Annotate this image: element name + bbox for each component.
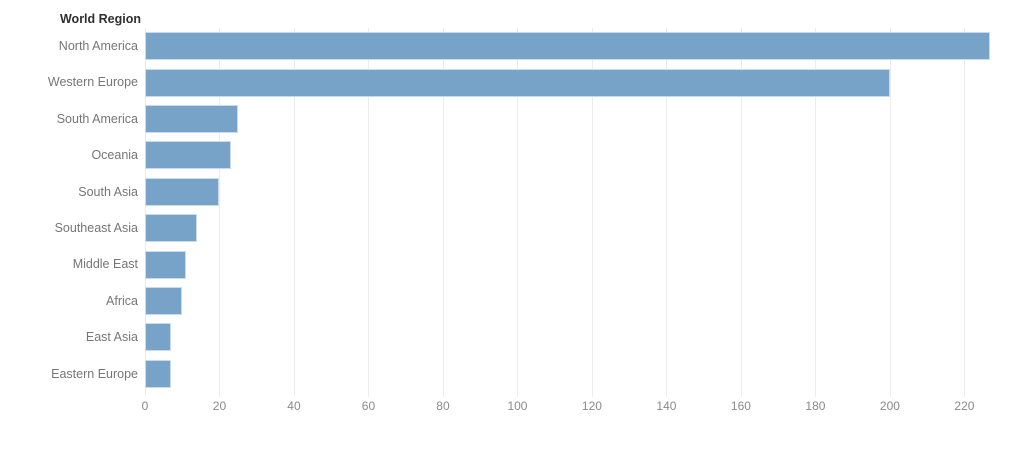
row-label: Southeast Asia xyxy=(54,221,138,235)
bar-north-america[interactable] xyxy=(145,32,991,61)
x-tick-label: 160 xyxy=(730,399,751,413)
bar-south-asia[interactable] xyxy=(145,177,220,206)
row-label: Western Europe xyxy=(47,75,138,90)
x-tick-label: 40 xyxy=(287,399,301,413)
gridline xyxy=(964,28,966,397)
row-label: South America xyxy=(56,111,138,126)
x-tick-label: 100 xyxy=(507,399,528,413)
bar-eastern-europe[interactable] xyxy=(145,359,172,388)
x-tick-label: 0 xyxy=(141,399,149,413)
plot-area xyxy=(145,28,1024,397)
bar-south-america[interactable] xyxy=(145,105,239,133)
gridline xyxy=(666,28,668,397)
gridline xyxy=(145,28,146,397)
x-tick-label: 200 xyxy=(879,399,900,413)
row-label: South Asia xyxy=(78,184,138,199)
gridline xyxy=(293,28,295,397)
bar-middle-east[interactable] xyxy=(145,250,186,279)
gridline xyxy=(591,28,593,397)
gridline xyxy=(889,28,891,397)
bar-western-europe[interactable] xyxy=(145,68,890,97)
x-tick-label: 60 xyxy=(361,399,376,413)
x-tick-label: 220 xyxy=(954,399,975,413)
x-tick-label: 120 xyxy=(581,399,602,413)
gridline xyxy=(368,28,370,397)
row-label: East Asia xyxy=(85,330,138,345)
x-tick-label: 20 xyxy=(212,399,227,413)
x-tick-label: 140 xyxy=(656,399,677,413)
row-label: Africa xyxy=(106,293,138,308)
gridline xyxy=(740,28,742,397)
gridline xyxy=(517,28,519,397)
x-tick-label: 80 xyxy=(436,399,450,413)
bar-southeast-asia[interactable] xyxy=(145,214,198,243)
row-label: Oceania xyxy=(91,148,138,163)
bar-east-asia[interactable] xyxy=(145,323,172,352)
row-label: Middle East xyxy=(72,257,138,272)
gridline xyxy=(219,28,221,397)
row-label: Eastern Europe xyxy=(51,366,138,381)
x-tick-label: 180 xyxy=(805,399,826,413)
gridline xyxy=(442,28,444,397)
bar-oceania[interactable] xyxy=(145,141,231,170)
gridline xyxy=(815,28,817,397)
bar-africa[interactable] xyxy=(145,287,183,315)
chart-title: World Region xyxy=(59,12,141,26)
row-label: North America xyxy=(58,39,138,53)
